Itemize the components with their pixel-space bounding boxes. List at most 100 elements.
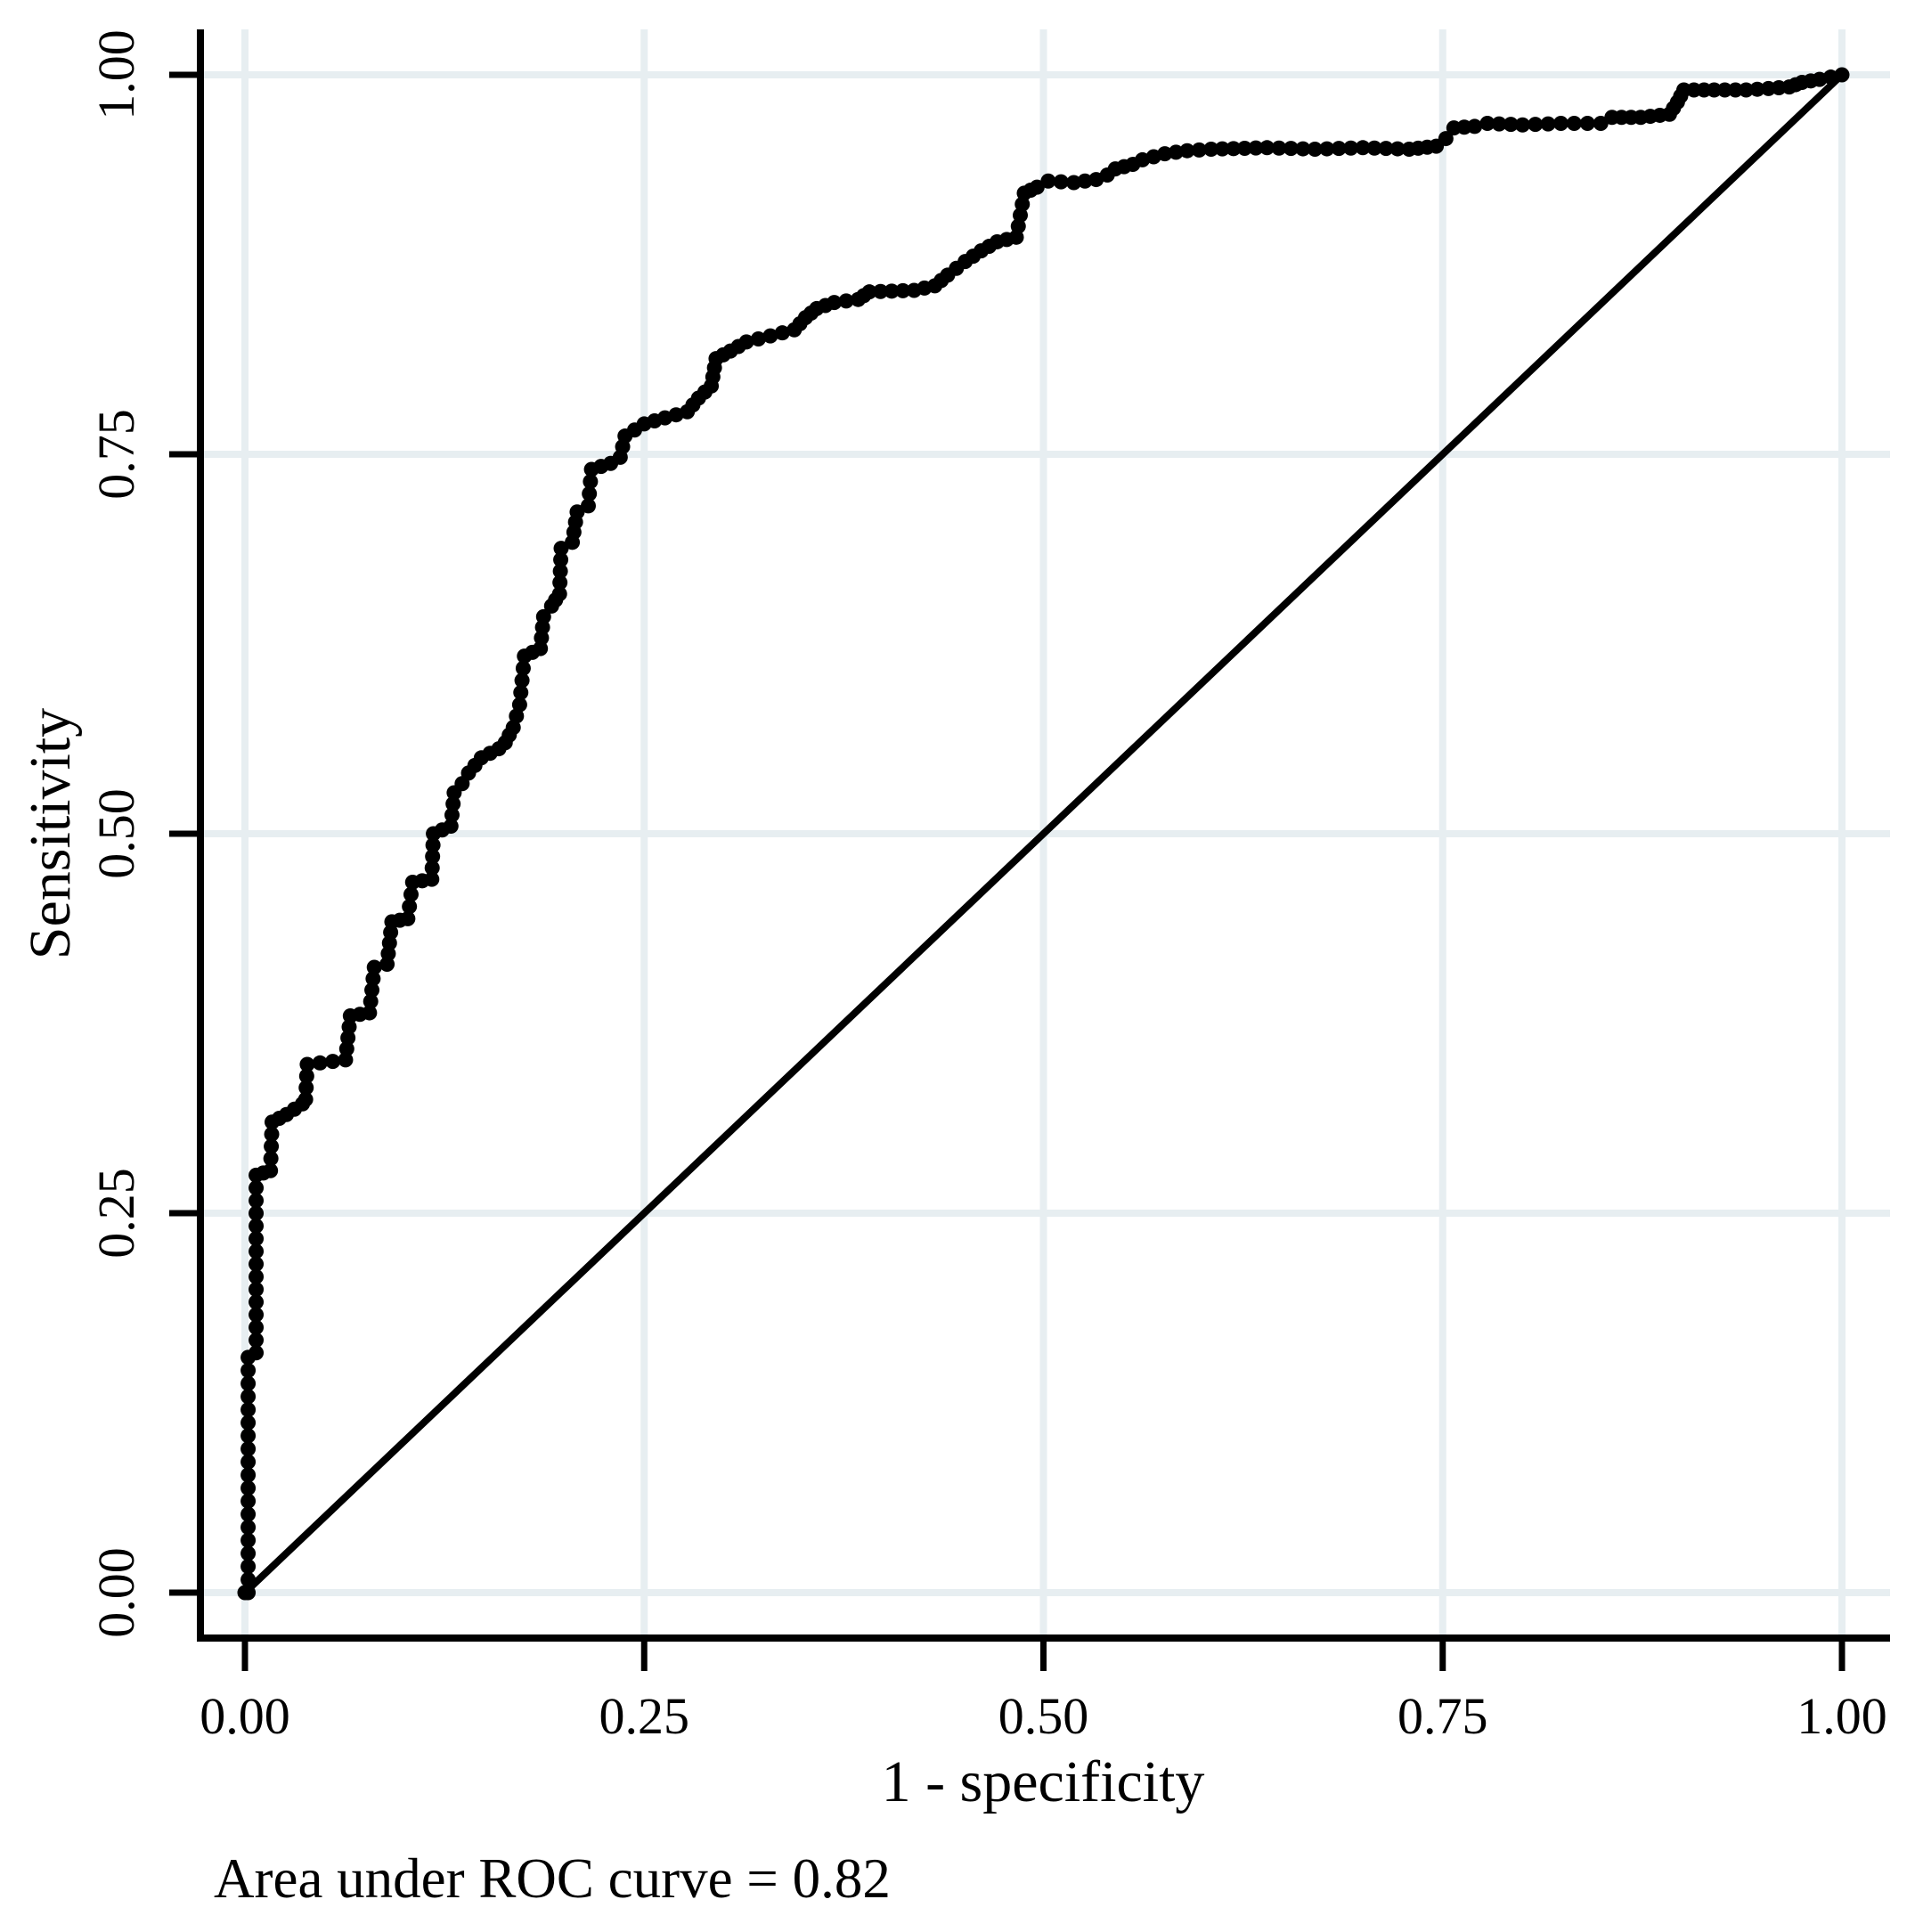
roc-point [1295, 141, 1311, 157]
roc-point [515, 660, 531, 676]
axis-layer: 0.00 0.25 0.50 0.75 1.00 0.00 0.25 0.50 0.75 1.00 [87, 29, 1890, 1745]
roc-point [1331, 141, 1347, 157]
roc-point [580, 498, 596, 514]
roc-point [873, 283, 889, 299]
roc-point [1528, 117, 1544, 133]
roc-point [1029, 179, 1045, 195]
roc-point [1157, 146, 1173, 162]
y-axis-title: Sensitivity [18, 708, 83, 959]
roc-point [338, 1041, 354, 1057]
roc-point [1259, 140, 1275, 156]
x-tick-label: 0.25 [599, 1687, 690, 1745]
roc-point [424, 860, 440, 876]
roc-point [1168, 144, 1184, 160]
roc-point [1319, 141, 1335, 157]
roc-point [1514, 117, 1530, 133]
roc-point [551, 586, 567, 602]
roc-point [341, 1019, 357, 1035]
roc-point [750, 330, 766, 346]
roc-point [249, 1333, 265, 1349]
roc-point [514, 673, 530, 689]
roc-point [240, 1493, 257, 1509]
roc-point [240, 1375, 257, 1391]
roc-point [325, 1054, 341, 1070]
y-tick-label: 0.25 [87, 1168, 145, 1259]
roc-point [1191, 142, 1207, 158]
roc-point [400, 910, 416, 926]
roc-point [365, 971, 381, 987]
roc-point [263, 1162, 279, 1178]
roc-point [264, 1126, 280, 1142]
series-layer [237, 67, 1850, 1601]
roc-point [444, 807, 460, 823]
x-tick-label: 0.00 [200, 1687, 290, 1745]
roc-point [1479, 116, 1495, 132]
roc-point [240, 1467, 257, 1483]
roc-point [298, 1080, 314, 1096]
roc-point [1214, 141, 1230, 157]
x-tick-label: 0.75 [1397, 1687, 1488, 1745]
roc-point [1707, 82, 1723, 98]
roc-point [1053, 174, 1069, 190]
roc-point [1040, 173, 1056, 189]
roc-point [364, 982, 380, 999]
roc-point [1593, 116, 1609, 132]
roc-point [511, 697, 527, 713]
roc-point [1366, 140, 1382, 156]
roc-point [1226, 141, 1242, 157]
roc-point [264, 1138, 280, 1154]
roc-point [513, 685, 529, 701]
roc-point [552, 575, 568, 591]
roc-point [312, 1055, 328, 1071]
x-axis-title: 1 - specificity [882, 1749, 1205, 1814]
x-tick-label: 0.50 [998, 1687, 1089, 1745]
roc-point [240, 1389, 257, 1405]
roc-point [1236, 140, 1252, 156]
roc-point [340, 1030, 356, 1046]
chart-caption: Area under ROC curve = 0.82 [214, 1847, 891, 1910]
roc-point [249, 1231, 265, 1247]
roc-point [1738, 82, 1754, 98]
roc-point [249, 1307, 265, 1323]
roc-point [762, 328, 778, 344]
roc-point [1389, 141, 1406, 157]
roc-point [1552, 116, 1569, 132]
roc-point [552, 563, 568, 579]
roc-point [240, 1545, 257, 1561]
roc-point [1717, 82, 1733, 98]
roc-point [249, 1193, 265, 1209]
roc-point [249, 1205, 265, 1221]
roc-point [505, 720, 521, 736]
roc-point [366, 959, 382, 975]
roc-point [249, 1319, 265, 1335]
roc-point [403, 886, 419, 902]
roc-point [895, 282, 911, 298]
roc-point [424, 871, 440, 887]
roc-point [249, 1180, 265, 1196]
roc-point [263, 1151, 279, 1167]
roc-point [1066, 175, 1082, 191]
roc-point [249, 1282, 265, 1298]
roc-point [249, 1218, 265, 1234]
roc-point [1203, 141, 1219, 157]
grid-layer [200, 29, 1890, 1638]
roc-point [240, 1454, 257, 1470]
roc-point [425, 849, 441, 865]
roc-point [240, 1428, 257, 1444]
x-tick-label: 1.00 [1797, 1687, 1887, 1745]
roc-point [249, 1256, 265, 1272]
roc-point [1283, 141, 1299, 157]
y-tick-label: 1.00 [87, 29, 145, 120]
y-tick-label: 0.00 [87, 1547, 145, 1638]
roc-point [249, 1294, 265, 1310]
roc-point [738, 334, 754, 350]
roc-point [240, 1441, 257, 1457]
roc-point [1077, 173, 1093, 189]
roc-point [299, 1056, 315, 1072]
roc-point [240, 1414, 257, 1431]
y-tick-label: 0.50 [87, 788, 145, 879]
roc-point [445, 795, 461, 811]
roc-point [240, 1520, 257, 1536]
roc-point [1467, 118, 1483, 135]
